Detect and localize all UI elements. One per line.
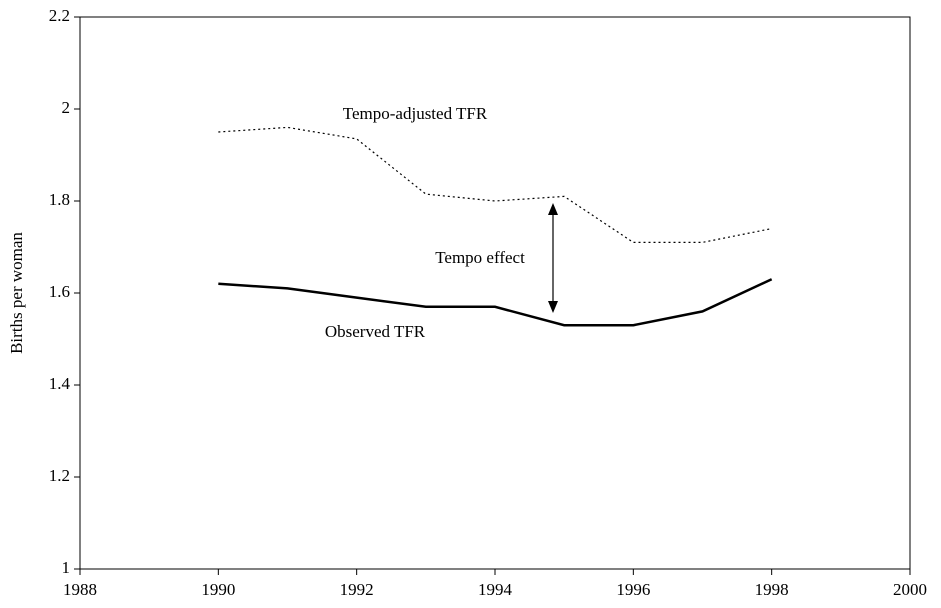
y-tick-label: 1.4	[49, 374, 71, 393]
y-tick-label: 2.2	[49, 6, 70, 25]
x-tick-label: 1988	[63, 580, 97, 599]
x-tick-label: 1990	[201, 580, 235, 599]
y-tick-label: 1.8	[49, 190, 70, 209]
series-label: Observed TFR	[325, 322, 426, 341]
x-tick-label: 2000	[893, 580, 927, 599]
y-axis-label: Births per woman	[7, 232, 26, 354]
y-tick-label: 1	[62, 558, 71, 577]
tempo-arrow	[548, 203, 558, 313]
annotation: Tempo effect	[435, 248, 525, 267]
x-tick-label: 1998	[755, 580, 789, 599]
plot-frame	[79, 16, 911, 570]
x-tick-label: 1992	[340, 580, 374, 599]
y-tick-label: 2	[62, 98, 71, 117]
x-tick-label: 1996	[616, 580, 650, 599]
series-label: Tempo-adjusted TFR	[343, 104, 488, 123]
y-tick-label: 1.6	[49, 282, 70, 301]
y-tick-label: 1.2	[49, 466, 70, 485]
series-line	[218, 126, 772, 243]
x-tick-label: 1994	[478, 580, 513, 599]
series-line	[218, 278, 773, 327]
